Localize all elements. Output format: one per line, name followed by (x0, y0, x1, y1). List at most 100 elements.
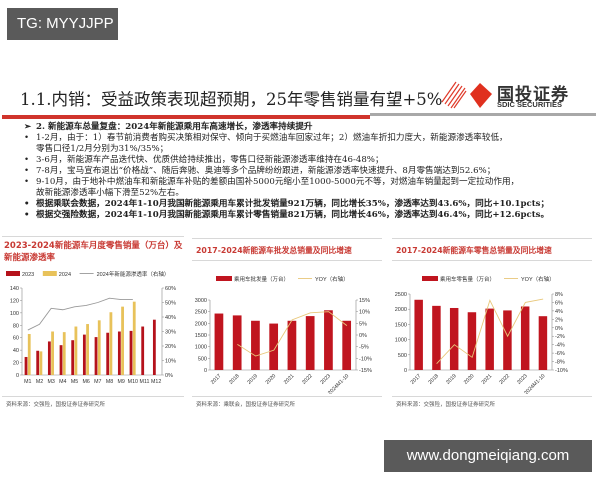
svg-text:1000: 1000 (395, 338, 407, 344)
watermark-top: TG: MYYJJPP (7, 8, 118, 40)
svg-text:2018: 2018 (427, 373, 440, 386)
svg-text:2024: 2024 (59, 272, 71, 278)
svg-text:0%: 0% (555, 326, 563, 332)
chart2-title: 2017-2024新能源车批发总销量及同比增速 (196, 246, 352, 255)
svg-text:500: 500 (398, 353, 407, 359)
svg-text:乘用车零售量（万台）: 乘用车零售量（万台） (440, 275, 495, 283)
svg-text:-2%: -2% (555, 334, 565, 340)
bullet-item: • 1-2月，由于：1）春节前消费者购买决策相对保守、倾向于买燃油车回家过年；2）… (24, 133, 508, 143)
chart1-title: 2023-2024新能源车月度零售销量（万台）及 新能源渗透率 (4, 241, 183, 263)
chart-monthly-retail: 0 20 40 60 80 100 120 140 0% 10% 20% 30% 40% 50% 60% M1… (6, 270, 176, 385)
svg-text:2017: 2017 (410, 373, 423, 386)
svg-text:2019: 2019 (445, 373, 458, 386)
chart2-bottom-rule (192, 396, 382, 397)
sdic-logo-icon (441, 81, 492, 109)
chart2-top-rule (192, 238, 382, 239)
svg-text:M1: M1 (24, 379, 31, 385)
svg-text:4%: 4% (555, 309, 563, 315)
svg-text:M9: M9 (117, 379, 124, 385)
svg-text:-5%: -5% (359, 345, 369, 351)
svg-text:0: 0 (404, 368, 407, 374)
svg-text:6%: 6% (555, 300, 563, 306)
svg-text:3000: 3000 (195, 298, 207, 304)
svg-text:2020: 2020 (265, 373, 278, 386)
chart2-title-rule (192, 260, 382, 261)
bullet-item: • 7-8月，宝马宣布退出“价格战”、随后奔驰、奥迪等多个品牌纷纷跟进，新能源渗透… (24, 166, 496, 176)
svg-text:2024年新能源渗透率（右轴）: 2024年新能源渗透率（右轴） (97, 270, 170, 278)
bullet-list: ➢ 2. 新能源车总量复盘：2024年新能源乘用车高速增长，渗透率持续提升 • 1-… (24, 122, 594, 221)
svg-text:2000: 2000 (195, 321, 207, 327)
bullet-item: ➢ 2. 新能源车总量复盘：2024年新能源乘用车高速增长，渗透率持续提升 (24, 122, 313, 132)
svg-text:2022: 2022 (301, 373, 314, 386)
svg-text:2021: 2021 (283, 373, 296, 386)
logo-text-cn: 国投证券 (497, 85, 569, 105)
bullet-item: • 3-6月，新能源车产品迭代快、优质供给持续推出，零售口径新能源渗透率维持在46… (24, 155, 384, 165)
chart3-source: 资料来源：交强险，国投证券证券研究所 (396, 402, 496, 408)
svg-text:50%: 50% (165, 301, 176, 307)
svg-text:-10%: -10% (555, 368, 568, 374)
chart3-title-rule (392, 260, 592, 261)
bullet-item: • 根据乘联会数据，2024年1-10月我国新能源乘用车累计批发销量921万辆，同… (24, 199, 550, 209)
svg-text:0: 0 (16, 373, 19, 379)
svg-text:M11: M11 (140, 379, 150, 385)
svg-text:120: 120 (10, 298, 19, 304)
svg-text:0%: 0% (165, 373, 173, 379)
chart-retail-annual: 0 500 1000 1500 2000 2500 -10% -8% -6% -4% -2% 0% 2%… (395, 275, 568, 394)
svg-text:10%: 10% (359, 310, 370, 316)
chart1-top-rule (2, 236, 184, 237)
bullet-item-cont: 零售口径1/2月分别为31%/35%； (36, 144, 169, 154)
header-rule-gray (370, 113, 596, 116)
svg-text:M3: M3 (47, 379, 54, 385)
svg-text:40: 40 (13, 348, 19, 354)
svg-text:140: 140 (10, 286, 19, 292)
svg-text:M7: M7 (94, 379, 101, 385)
svg-text:M12: M12 (151, 379, 161, 385)
svg-text:2500: 2500 (395, 292, 407, 298)
svg-text:15%: 15% (359, 298, 370, 304)
chart-wholesale-annual: 0 500 1000 1500 2000 2500 3000 -15% -10% -5% 0% 5% 1… (195, 275, 372, 394)
svg-text:2023: 2023 (22, 272, 34, 278)
svg-text:1000: 1000 (195, 345, 207, 351)
svg-text:2019: 2019 (246, 373, 259, 386)
svg-text:2018: 2018 (228, 373, 241, 386)
bullet-item: • 根据交强险数据，2024年1-10月我国新能源乘用车累计零售销量821万辆，同… (24, 210, 550, 220)
svg-text:M6: M6 (82, 379, 89, 385)
svg-text:2021: 2021 (481, 373, 494, 386)
svg-text:-10%: -10% (359, 356, 372, 362)
svg-text:500: 500 (198, 356, 207, 362)
svg-text:-4%: -4% (555, 343, 565, 349)
svg-text:2000: 2000 (395, 307, 407, 313)
svg-text:M5: M5 (71, 379, 78, 385)
svg-text:2023: 2023 (319, 373, 332, 386)
chart3-bottom-rule (392, 396, 592, 397)
svg-text:乘用车批发量（万台）: 乘用车批发量（万台） (234, 275, 289, 283)
svg-text:2500: 2500 (195, 310, 207, 316)
watermark-bottom: www.dongmeiqiang.com (384, 440, 592, 472)
bullet-item-cont: 故新能源渗透率小幅下滑至52%左右。 (36, 188, 185, 198)
svg-text:60%: 60% (165, 286, 176, 292)
logo-text-en: SDIC SECURITIES (497, 100, 563, 109)
svg-text:-8%: -8% (555, 360, 565, 366)
svg-text:1500: 1500 (195, 333, 207, 339)
svg-text:80: 80 (13, 323, 19, 329)
svg-text:30%: 30% (165, 330, 176, 336)
svg-text:2%: 2% (555, 317, 563, 323)
svg-text:M8: M8 (106, 379, 113, 385)
header-rule-red (2, 115, 370, 119)
svg-text:0%: 0% (359, 333, 367, 339)
chart3-top-rule (392, 238, 592, 239)
svg-text:-6%: -6% (555, 351, 565, 357)
svg-text:M4: M4 (59, 379, 66, 385)
svg-text:60: 60 (13, 336, 19, 342)
page-title: 1.1.内销：受益政策表现超预期，25年零售销量有望+5% (20, 90, 443, 109)
svg-text:2017: 2017 (210, 373, 223, 386)
svg-text:2023: 2023 (516, 373, 529, 386)
svg-text:20: 20 (13, 361, 19, 367)
chart2-source: 资料来源：乘联会，国投证券证券研究所 (196, 402, 296, 408)
svg-text:M10: M10 (128, 379, 138, 385)
svg-text:1500: 1500 (395, 322, 407, 328)
svg-text:-15%: -15% (359, 368, 372, 374)
svg-text:40%: 40% (165, 315, 176, 321)
svg-text:20%: 20% (165, 344, 176, 350)
svg-text:YOY（右轴）: YOY（右轴） (521, 275, 555, 283)
